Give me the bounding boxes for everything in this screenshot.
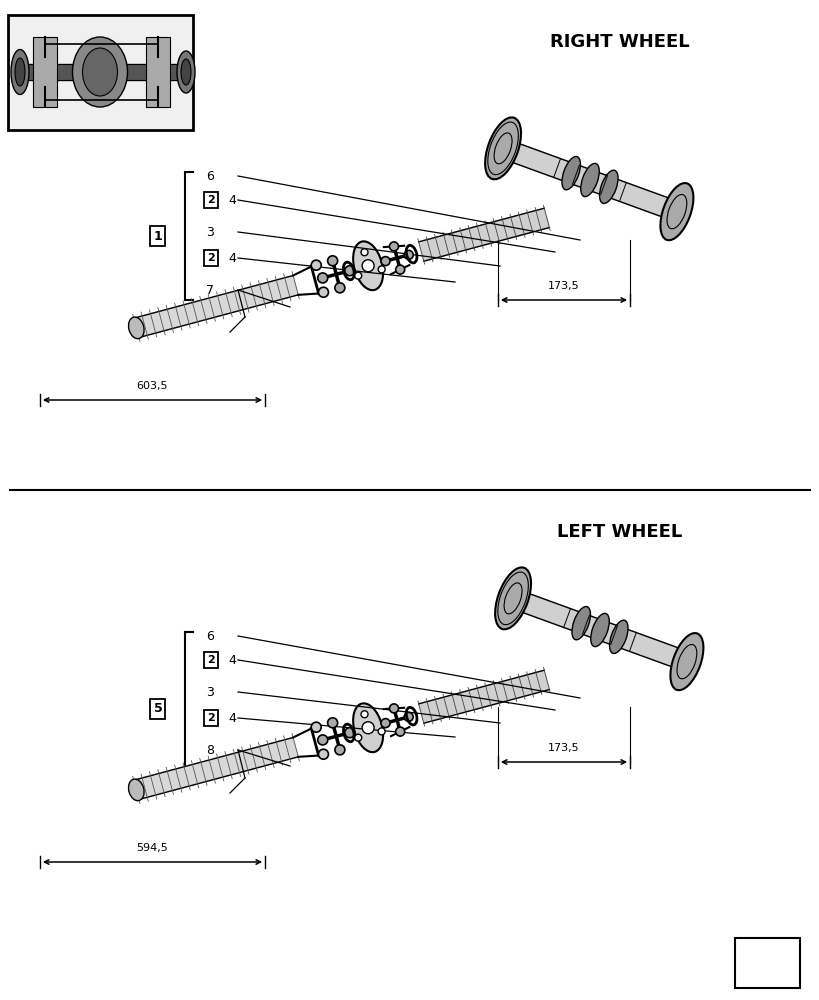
Text: LEFT WHEEL: LEFT WHEEL bbox=[557, 523, 681, 541]
Ellipse shape bbox=[328, 718, 337, 728]
Ellipse shape bbox=[404, 250, 413, 259]
Text: 7: 7 bbox=[206, 284, 214, 296]
Text: 2: 2 bbox=[207, 253, 215, 263]
Ellipse shape bbox=[129, 779, 144, 801]
Text: 3: 3 bbox=[206, 226, 214, 238]
Ellipse shape bbox=[72, 37, 127, 107]
Ellipse shape bbox=[181, 59, 191, 85]
Ellipse shape bbox=[381, 719, 390, 728]
Ellipse shape bbox=[344, 266, 355, 276]
Ellipse shape bbox=[609, 620, 627, 653]
Ellipse shape bbox=[404, 712, 413, 721]
Text: 5: 5 bbox=[153, 702, 162, 716]
Ellipse shape bbox=[396, 265, 405, 274]
Ellipse shape bbox=[311, 722, 321, 732]
Ellipse shape bbox=[311, 260, 321, 270]
Ellipse shape bbox=[389, 242, 398, 251]
Ellipse shape bbox=[378, 728, 385, 735]
Ellipse shape bbox=[599, 170, 618, 203]
Ellipse shape bbox=[362, 260, 373, 272]
Text: 4: 4 bbox=[228, 654, 236, 666]
Ellipse shape bbox=[83, 48, 117, 96]
Text: 2: 2 bbox=[207, 195, 215, 205]
Text: 2: 2 bbox=[207, 655, 215, 665]
Ellipse shape bbox=[362, 722, 373, 734]
Ellipse shape bbox=[378, 266, 385, 273]
Ellipse shape bbox=[485, 117, 520, 179]
Polygon shape bbox=[133, 276, 298, 338]
Bar bbox=[33, 37, 57, 107]
Ellipse shape bbox=[334, 283, 345, 293]
Polygon shape bbox=[133, 738, 298, 800]
Bar bbox=[8, 15, 192, 130]
Ellipse shape bbox=[344, 728, 355, 738]
Text: 173,5: 173,5 bbox=[548, 281, 579, 291]
Ellipse shape bbox=[355, 734, 361, 741]
Ellipse shape bbox=[561, 157, 580, 190]
Text: 8: 8 bbox=[206, 744, 214, 756]
Ellipse shape bbox=[328, 256, 337, 266]
Text: 4: 4 bbox=[228, 712, 236, 724]
Ellipse shape bbox=[389, 704, 398, 713]
Ellipse shape bbox=[590, 613, 609, 647]
Ellipse shape bbox=[670, 633, 703, 690]
Ellipse shape bbox=[396, 727, 405, 736]
Ellipse shape bbox=[360, 249, 368, 256]
Ellipse shape bbox=[15, 58, 25, 86]
Polygon shape bbox=[419, 208, 549, 261]
Ellipse shape bbox=[353, 241, 382, 290]
Ellipse shape bbox=[659, 183, 693, 240]
Text: 603,5: 603,5 bbox=[137, 381, 168, 391]
Text: 173,5: 173,5 bbox=[548, 743, 579, 753]
Ellipse shape bbox=[360, 711, 368, 718]
Polygon shape bbox=[499, 139, 680, 221]
Ellipse shape bbox=[177, 51, 195, 93]
Text: 4: 4 bbox=[228, 251, 236, 264]
Text: 6: 6 bbox=[206, 169, 214, 182]
Ellipse shape bbox=[318, 287, 328, 297]
Ellipse shape bbox=[355, 272, 361, 279]
Bar bbox=[146, 37, 170, 107]
Text: 1: 1 bbox=[153, 230, 162, 242]
Text: 6: 6 bbox=[206, 630, 214, 643]
Ellipse shape bbox=[572, 607, 590, 640]
Text: 3: 3 bbox=[206, 686, 214, 698]
Ellipse shape bbox=[317, 273, 328, 283]
Text: 2: 2 bbox=[207, 713, 215, 723]
Text: RIGHT WHEEL: RIGHT WHEEL bbox=[550, 33, 689, 51]
Text: 4: 4 bbox=[228, 194, 236, 207]
Ellipse shape bbox=[495, 567, 531, 629]
Bar bbox=[734, 938, 799, 988]
Text: 594,5: 594,5 bbox=[137, 843, 168, 853]
Polygon shape bbox=[15, 64, 188, 80]
Ellipse shape bbox=[580, 163, 599, 197]
Polygon shape bbox=[509, 589, 690, 671]
Ellipse shape bbox=[317, 735, 328, 745]
Ellipse shape bbox=[318, 749, 328, 759]
Ellipse shape bbox=[129, 317, 144, 339]
Ellipse shape bbox=[334, 745, 345, 755]
Ellipse shape bbox=[353, 703, 382, 752]
Ellipse shape bbox=[11, 49, 29, 95]
Ellipse shape bbox=[381, 257, 390, 266]
Polygon shape bbox=[419, 670, 549, 723]
